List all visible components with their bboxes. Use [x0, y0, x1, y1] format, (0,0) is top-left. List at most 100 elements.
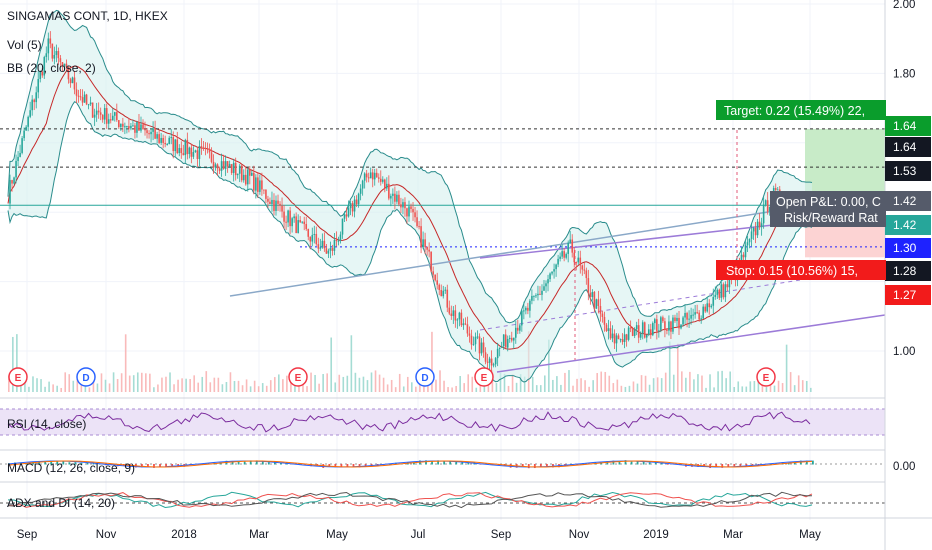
candle-body	[41, 71, 44, 76]
candle-body	[83, 94, 86, 103]
macd-hist	[159, 464, 161, 467]
candle-body	[561, 251, 563, 257]
event-marker-4[interactable]	[474, 367, 494, 387]
candle-body	[136, 122, 138, 133]
candle-body	[654, 319, 656, 324]
candle-body	[174, 139, 177, 152]
candle-body	[158, 134, 160, 143]
candle-body	[224, 161, 227, 169]
candle-body	[498, 347, 501, 349]
event-marker-0[interactable]	[8, 367, 28, 387]
volume-bar	[153, 387, 155, 392]
candle-body	[400, 204, 402, 208]
volume-bar	[749, 381, 752, 392]
event-marker-3[interactable]	[415, 367, 435, 387]
macd-hist	[370, 464, 373, 466]
candle-body	[490, 358, 493, 366]
candle-body	[426, 246, 428, 250]
macd-hist	[50, 461, 53, 465]
candle-body	[539, 293, 541, 295]
volume-bar	[326, 373, 328, 392]
candle-body	[140, 124, 142, 131]
event-marker-letter: E	[15, 373, 22, 384]
candle-body	[31, 99, 33, 111]
candle-body	[508, 337, 511, 339]
candle-body	[525, 307, 527, 311]
candle-body	[71, 77, 74, 84]
macd-hist	[721, 464, 724, 468]
candle-body	[432, 271, 434, 275]
candle-body	[275, 200, 277, 211]
volume-bar	[431, 331, 433, 392]
candle-body	[696, 312, 698, 314]
candle-body	[398, 194, 400, 205]
volume-bar	[16, 334, 18, 392]
channel-upper	[479, 221, 801, 259]
volume-bar	[269, 380, 272, 392]
candle-body	[444, 289, 447, 291]
candle-body	[680, 324, 682, 329]
candle-body	[543, 286, 545, 291]
candles[interactable]	[9, 31, 813, 373]
candle-body	[253, 172, 255, 191]
candle-body	[230, 164, 233, 173]
time-axis: Sep Nov 2018 Mar May Jul Sep Nov 2019 Mar May	[17, 529, 821, 541]
volume-bar	[584, 380, 586, 392]
volume-bar	[648, 384, 651, 392]
candle-body	[99, 112, 102, 115]
target-label: Target: 0.22 (15.49%) 22,	[724, 104, 865, 118]
candle-body	[263, 189, 265, 191]
candle-body	[146, 130, 148, 134]
candle-body	[684, 312, 686, 318]
candle-body	[327, 250, 330, 254]
price-tag-bg	[885, 191, 931, 211]
volume-bar	[507, 385, 510, 392]
candle-body	[476, 336, 479, 338]
candle-body	[251, 172, 253, 176]
candle-body	[150, 131, 152, 135]
candle-body	[567, 242, 569, 254]
event-marker-1[interactable]	[76, 367, 96, 387]
macd-hist	[648, 462, 651, 465]
event-marker-2[interactable]	[288, 367, 308, 387]
volume-bar	[237, 380, 240, 392]
candle-body	[17, 156, 19, 161]
volume-bar	[660, 378, 663, 392]
candle-body	[688, 318, 690, 320]
candle-body	[726, 284, 729, 288]
volume-bar	[471, 376, 474, 392]
candle-body	[259, 180, 261, 192]
volume-bar	[523, 376, 526, 392]
volume-bar	[499, 372, 502, 392]
volume-bar	[338, 374, 341, 392]
candle-body	[9, 180, 11, 204]
symbol-title: SINGAMAS CONT, 1D, HKEX	[7, 9, 168, 23]
bb-fill	[8, 10, 812, 383]
volume-bar	[689, 371, 691, 392]
volume-bar	[693, 379, 695, 392]
time-tick-7: Nov	[569, 529, 590, 541]
macd-line	[7, 460, 813, 468]
event-marker-5[interactable]	[756, 367, 776, 387]
stop-label-bg	[716, 260, 886, 280]
macd-hist	[624, 460, 627, 465]
candle-body	[639, 333, 642, 338]
candle-body	[355, 199, 358, 205]
volume-bar	[229, 372, 232, 392]
candle-body	[631, 328, 634, 336]
macd-hist	[171, 464, 174, 467]
candle-body	[180, 148, 183, 154]
candle-body	[718, 289, 721, 298]
candle-body	[301, 221, 303, 223]
volume-bar	[278, 374, 280, 392]
candle-body	[468, 333, 471, 336]
volume-bar	[777, 380, 780, 392]
macd-hist	[733, 464, 736, 467]
open-pl-box	[770, 191, 886, 227]
macd-hist	[739, 464, 742, 467]
candle-body	[754, 227, 757, 236]
macd-hist	[413, 462, 415, 465]
macd-hist	[86, 462, 89, 465]
